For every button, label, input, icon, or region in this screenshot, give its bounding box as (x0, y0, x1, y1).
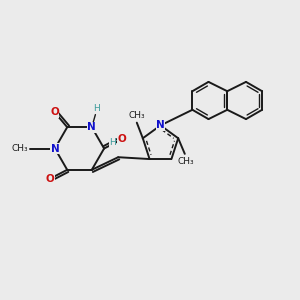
Text: O: O (117, 134, 126, 145)
Text: N: N (87, 122, 96, 132)
Text: N: N (156, 120, 165, 130)
Text: CH₃: CH₃ (178, 157, 195, 166)
Text: H: H (94, 104, 100, 113)
Text: H: H (110, 138, 116, 147)
Text: N: N (50, 143, 59, 154)
Text: CH₃: CH₃ (128, 111, 145, 120)
Text: CH₃: CH₃ (11, 144, 28, 153)
Text: O: O (45, 174, 54, 184)
Text: O: O (50, 107, 59, 117)
